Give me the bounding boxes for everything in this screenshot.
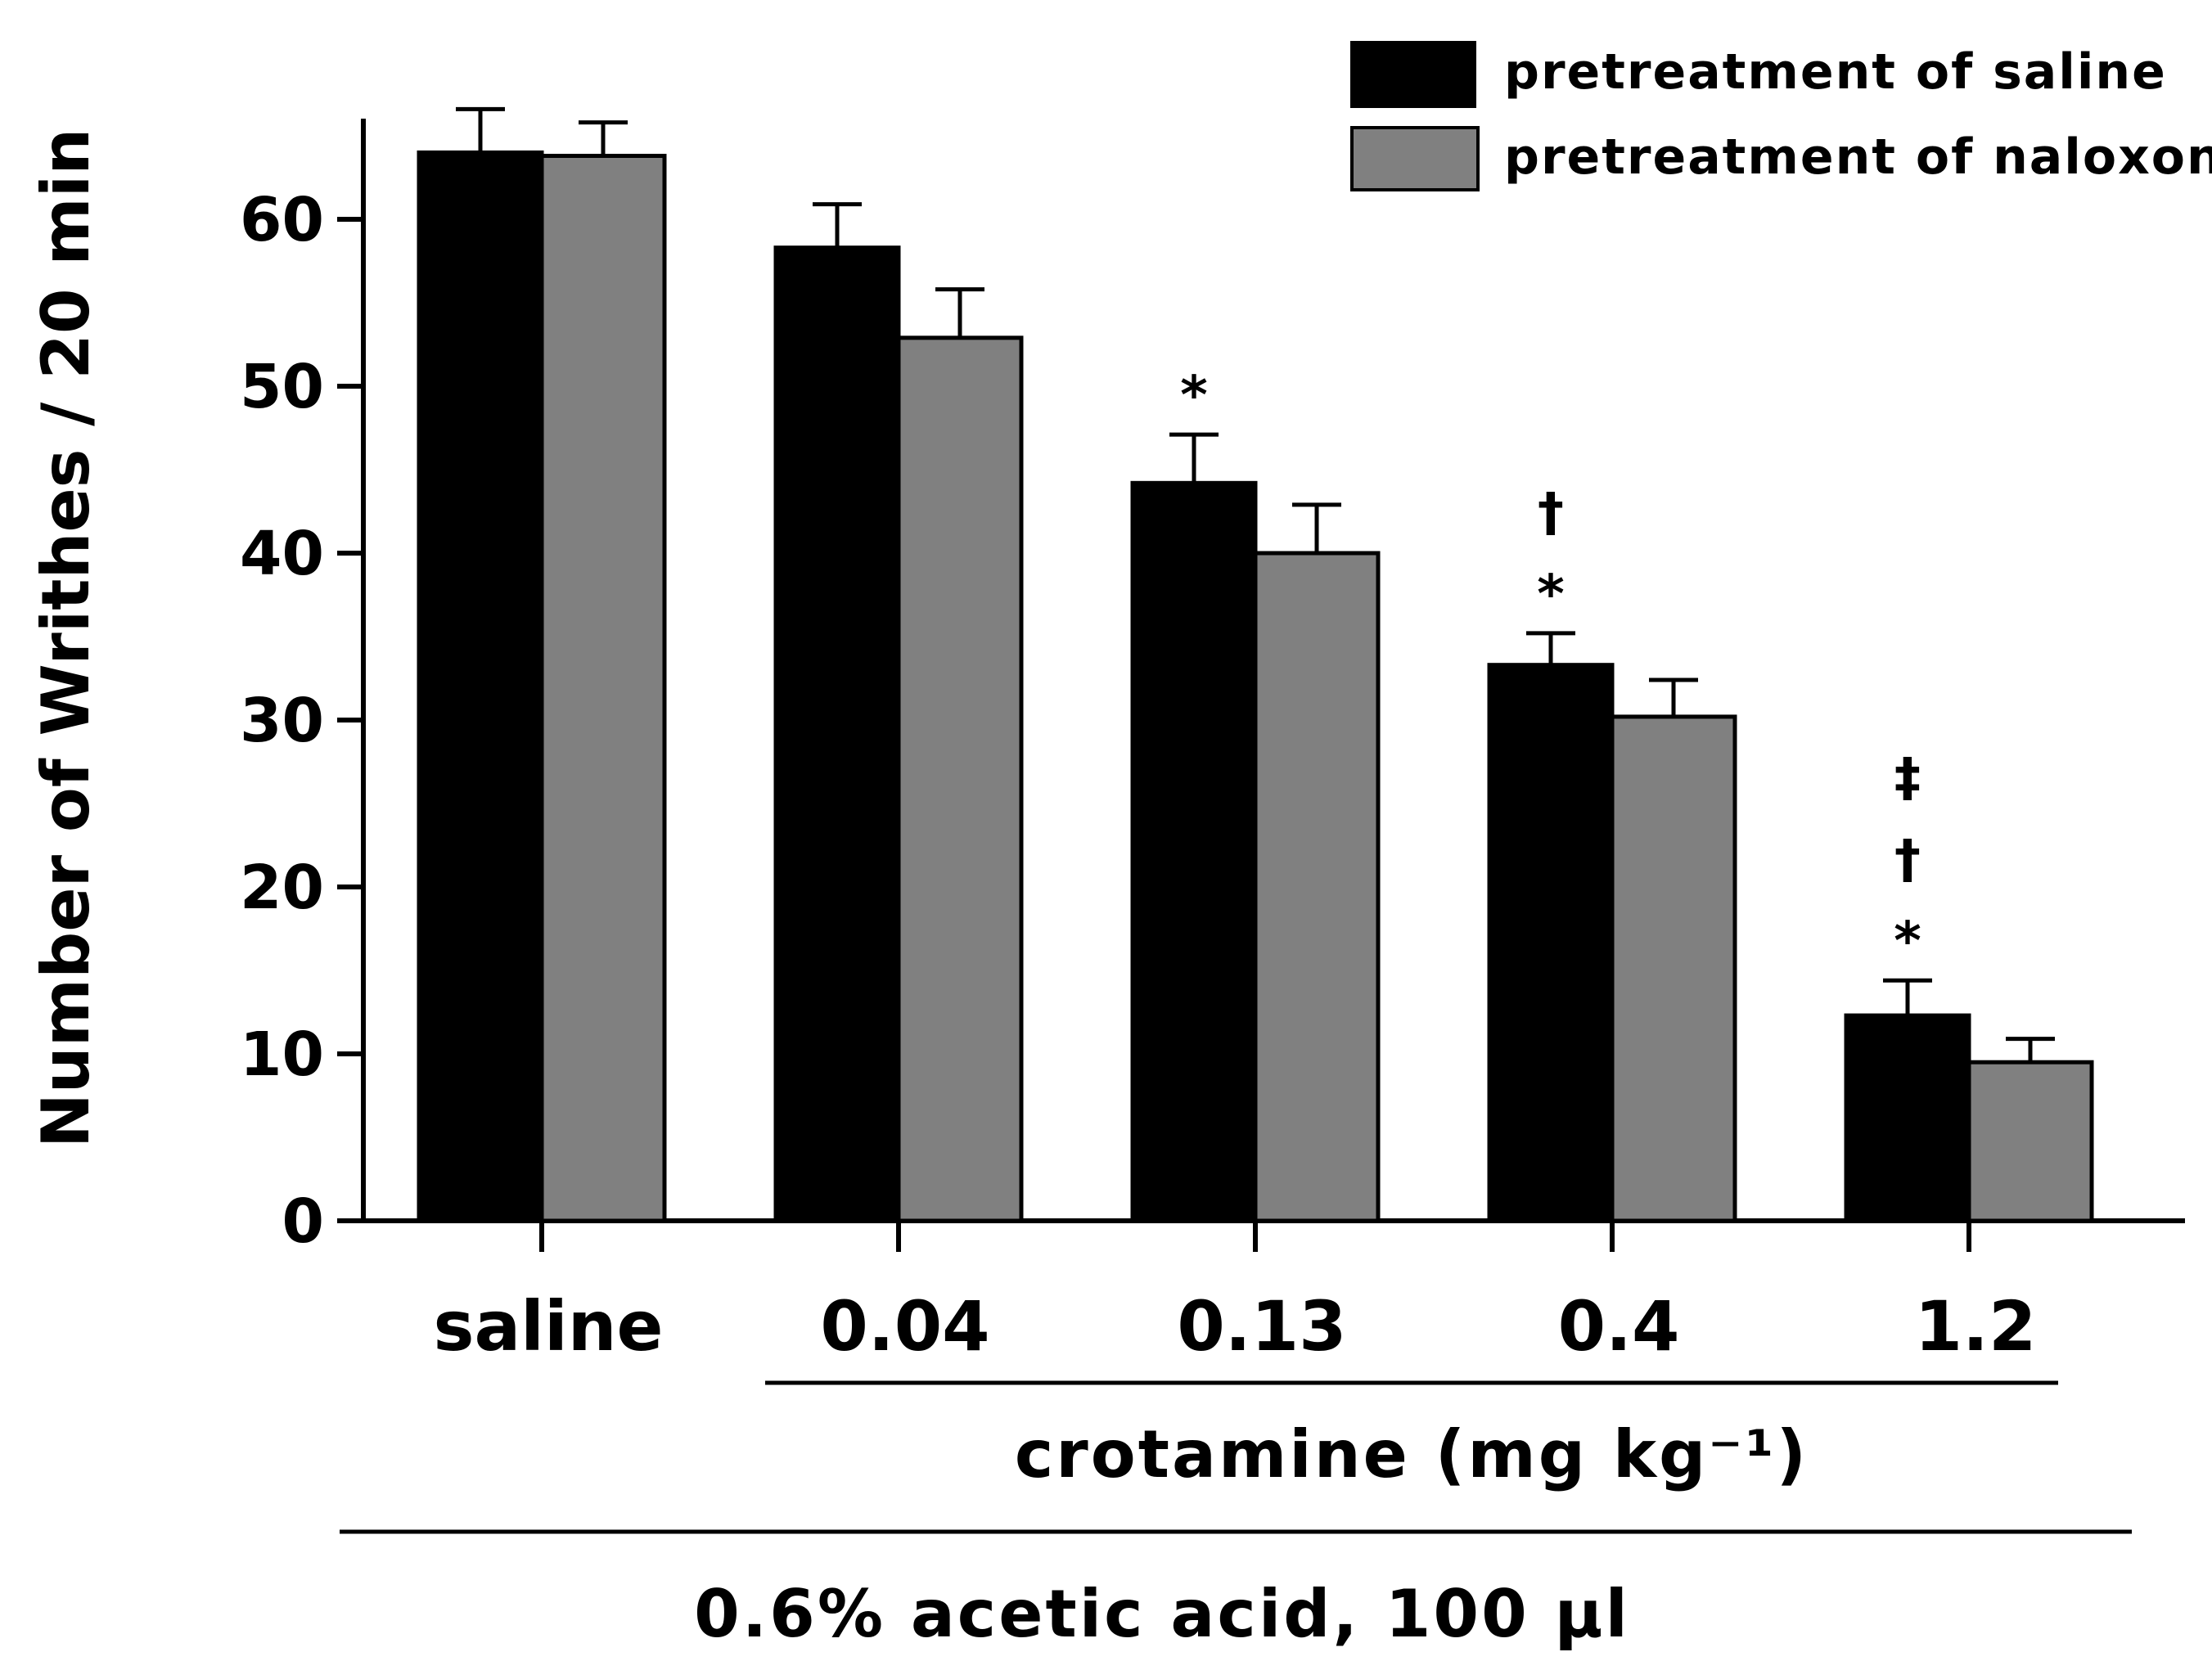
- y-axis-label: Number of Writhes / 20 min: [28, 128, 104, 1148]
- y-tick-label: 50: [240, 352, 324, 422]
- bar-naloxone: [1610, 714, 1737, 1223]
- x-category-label: 0.4: [1558, 1286, 1680, 1366]
- bar-saline: [1487, 663, 1615, 1223]
- y-tick-label: 0: [282, 1186, 325, 1257]
- bar-naloxone: [539, 153, 667, 1223]
- legend-swatch-saline: [1350, 41, 1476, 108]
- bar-saline: [1130, 480, 1258, 1223]
- bar-naloxone: [896, 335, 1024, 1223]
- significance-mark: ‡: [1894, 748, 1921, 808]
- bar-naloxone: [1253, 551, 1381, 1223]
- y-tick-label: 40: [240, 519, 324, 589]
- y-tick-label: 10: [240, 1020, 324, 1090]
- bar-series: * * † * † ‡: [417, 106, 2094, 1223]
- significance-mark: *: [1537, 565, 1564, 625]
- bar-naloxone: [1966, 1060, 2094, 1223]
- x-category-label: 1.2: [1915, 1286, 2037, 1366]
- bar-saline: [1844, 1013, 1971, 1223]
- y-axis-ticks: 0 10 20 30 40 50 60: [240, 185, 363, 1257]
- y-tick-label: 30: [240, 686, 324, 756]
- legend: pretreatment of saline pretreatment of n…: [1350, 41, 2212, 191]
- x-axis-ticks: saline 0.04 0.13 0.4 1.2: [433, 1221, 2036, 1366]
- treatment-label: 0.6% acetic acid, 100 µl: [694, 1576, 1630, 1652]
- x-category-label: saline: [433, 1286, 663, 1366]
- crotamine-group-label: crotamine (mg kg⁻¹): [1015, 1416, 1809, 1492]
- y-tick-label: 20: [240, 853, 324, 923]
- bar-saline: [773, 245, 901, 1223]
- bar-saline: [417, 150, 544, 1223]
- x-category-label: 0.13: [1177, 1286, 1346, 1366]
- y-tick-label: 60: [240, 185, 324, 255]
- significance-mark: *: [1180, 366, 1207, 426]
- significance-mark: †: [1894, 830, 1921, 890]
- significance-mark: *: [1894, 912, 1921, 972]
- x-category-label: 0.04: [820, 1286, 989, 1366]
- legend-label-naloxone: pretreatment of naloxone: [1504, 128, 2212, 186]
- legend-label-saline: pretreatment of saline: [1504, 43, 2167, 101]
- legend-swatch-naloxone: [1350, 126, 1480, 191]
- significance-mark: †: [1538, 483, 1564, 543]
